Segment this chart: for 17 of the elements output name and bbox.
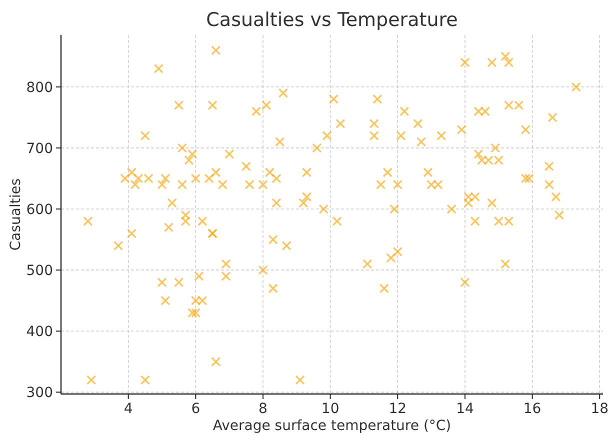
x-tick-label: 6 bbox=[191, 401, 200, 417]
y-tick-label: 500 bbox=[26, 262, 53, 279]
y-axis-title: Casualties bbox=[8, 178, 24, 251]
y-tick-label: 300 bbox=[26, 385, 53, 402]
x-tick-label: 8 bbox=[258, 401, 268, 417]
x-tick-label: 16 bbox=[523, 401, 542, 417]
chart-title: Casualties vs Temperature bbox=[206, 9, 458, 31]
x-axis-title: Average surface temperature (°C) bbox=[212, 418, 452, 434]
y-tick-label: 700 bbox=[26, 140, 53, 157]
x-tick-label: 4 bbox=[124, 401, 133, 417]
y-tick-label: 600 bbox=[26, 202, 53, 218]
y-tick-label: 400 bbox=[26, 324, 53, 340]
y-tick-label: 800 bbox=[26, 80, 53, 96]
x-tick-label: 14 bbox=[456, 401, 474, 417]
x-tick-label: 12 bbox=[388, 401, 407, 417]
x-tick-label: 10 bbox=[321, 401, 340, 417]
x-tick-label: 18 bbox=[590, 401, 609, 417]
